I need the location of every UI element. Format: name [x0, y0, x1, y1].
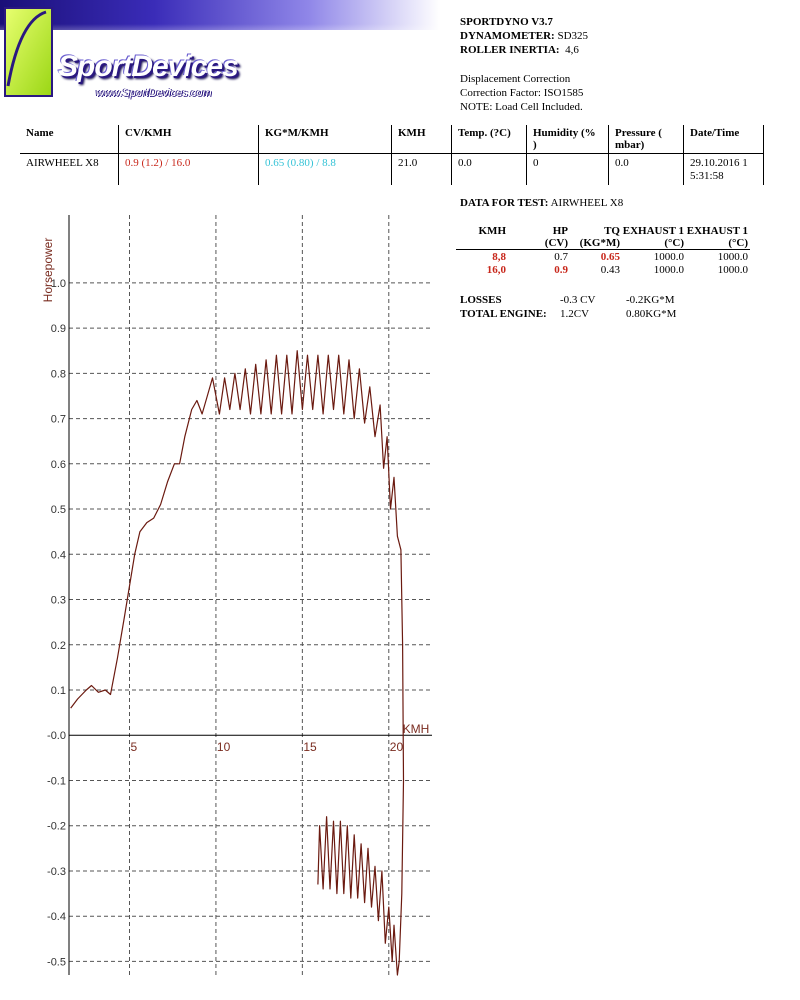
- cell-kmh: 21.0: [391, 153, 452, 185]
- cell-temp: 0.0: [451, 153, 527, 185]
- losses-kgm: -0.2KG*M: [626, 294, 675, 306]
- note-correction-factor: Correction Factor: ISO1585: [460, 87, 584, 99]
- logo-text: SportDevices: [58, 50, 239, 83]
- y-tick-label: 0.1: [51, 685, 66, 697]
- col-kmh: KMH: [391, 125, 452, 154]
- y-tick-label: -0.4: [47, 911, 66, 923]
- results-row: 16,0 0.9 0.43 1000.0 1000.0: [456, 263, 750, 276]
- y-tick-label: 0.2: [51, 640, 66, 652]
- x-tick-label: 20: [390, 740, 404, 754]
- y-tick-label: 0.5: [51, 504, 66, 516]
- dynamometer-label: DYNAMOMETER:: [460, 30, 555, 42]
- res-kmh: 16,0: [486, 264, 506, 276]
- software-label: SPORTDYNO V3.7: [460, 16, 553, 28]
- total-engine-kgm: 0.80KG*M: [626, 308, 677, 320]
- dynamometer-value: SD325: [557, 30, 589, 42]
- res-tq: 0.65: [600, 251, 620, 263]
- inertia-value: 4,6: [565, 44, 579, 56]
- summary-table: Name CV/KMH KG*M/KMH KMH Temp. (?C) Humi…: [20, 125, 764, 185]
- y-tick-label: 0.6: [51, 459, 66, 471]
- results-header-row-1: KMH HP TQ EXHAUST 1 EXHAUST 1: [456, 225, 750, 237]
- y-tick-label: 0.9: [51, 323, 66, 335]
- x-tick-label: 5: [131, 740, 138, 754]
- res-unit-exhaust1: (°C): [622, 237, 686, 250]
- results-row: 8,8 0.7 0.65 1000.0 1000.0: [456, 250, 750, 264]
- res-exhaust1: 1000.0: [653, 251, 684, 263]
- losses-block: LOSSES -0.3 CV -0.2KG*M TOTAL ENGINE: 1.2CV…: [460, 293, 676, 321]
- x-tick-label: 10: [217, 740, 231, 754]
- dyno-header: SPORTDYNO V3.7 DYNAMOMETER: SD325 ROLLER…: [460, 15, 588, 57]
- res-col-tq: TQ: [604, 225, 620, 237]
- data-for-test: DATA FOR TEST: AIRWHEEL X8: [460, 197, 623, 209]
- logo-background: [0, 0, 440, 97]
- summary-data-row: AIRWHEEL X8 0.9 (1.2) / 16.0 0.65 (0.80)…: [20, 153, 764, 185]
- res-exhaust2: 1000.0: [717, 264, 748, 276]
- logo-banner: SportDevices www.SportDevices.com: [0, 0, 440, 120]
- cell-cv-kmh: 0.9 (1.2) / 16.0: [118, 153, 259, 185]
- total-engine-label: TOTAL ENGINE:: [460, 308, 547, 320]
- res-exhaust1: 1000.0: [653, 264, 684, 276]
- total-engine-cv: 1.2CV: [560, 308, 590, 320]
- res-unit-tq: (KG*M): [570, 237, 622, 250]
- x-tick-label: 15: [303, 740, 317, 754]
- res-col-exhaust1: EXHAUST 1: [622, 225, 684, 237]
- y-tick-label: 0.3: [51, 595, 66, 607]
- data-for-test-name: AIRWHEEL X8: [550, 197, 624, 209]
- inertia-label: ROLLER INERTIA:: [460, 44, 560, 56]
- data-for-test-label: DATA FOR TEST:: [460, 197, 549, 209]
- y-axis-label: Horsepower: [41, 238, 55, 303]
- cell-name: AIRWHEEL X8: [20, 153, 119, 185]
- y-tick-label: 0.8: [51, 368, 66, 380]
- losses-label: LOSSES: [460, 294, 502, 306]
- y-tick-label: -0.5: [47, 956, 66, 968]
- cell-pressure: 0.0: [608, 153, 684, 185]
- col-humidity: Humidity (%): [526, 125, 609, 154]
- results-header-row-2: (CV) (KG*M) (°C) (°C): [456, 237, 750, 250]
- col-temp: Temp. (?C): [451, 125, 527, 154]
- res-col-hp: HP: [552, 225, 568, 237]
- y-tick-label: -0.1: [47, 775, 66, 787]
- horsepower-chart: 1.0 0.9 0.8 0.7 0.6 0.5 0.4 0.3 0.2 0.1 -0.0 -0.1 -0…: [41, 215, 432, 976]
- res-col-kmh: KMH: [478, 225, 507, 237]
- col-cv-kmh: CV/KMH: [118, 125, 259, 154]
- res-exhaust2: 1000.0: [717, 251, 748, 263]
- note-displacement: Displacement Correction: [460, 73, 571, 85]
- y-tick-label: -0.0: [47, 730, 66, 742]
- res-hp: 0.9: [554, 264, 568, 276]
- note-load-cell: NOTE: Load Cell Included.: [460, 101, 583, 113]
- y-tick-label: 0.4: [51, 549, 66, 561]
- res-tq: 0.43: [600, 264, 620, 276]
- col-pressure: Pressure (mbar): [608, 125, 684, 154]
- cell-kgm-kmh: 0.65 (0.80) / 8.8: [258, 153, 392, 185]
- correction-notes: Displacement Correction Correction Facto…: [460, 72, 583, 114]
- res-col-exhaust2: EXHAUST 1: [686, 225, 748, 237]
- y-tick-label: -0.3: [47, 866, 66, 878]
- col-kgm-kmh: KG*M/KMH: [258, 125, 392, 154]
- y-tick-label: 1.0: [51, 278, 66, 290]
- test-results-table: KMH HP TQ EXHAUST 1 EXHAUST 1 (CV) (KG*M…: [456, 225, 750, 276]
- summary-header-row: Name CV/KMH KG*M/KMH KMH Temp. (?C) Humi…: [20, 125, 764, 154]
- res-unit-kmh: [456, 237, 508, 250]
- res-hp: 0.7: [554, 251, 568, 263]
- res-unit-exhaust2: (°C): [686, 237, 750, 250]
- losses-cv: -0.3 CV: [560, 294, 596, 306]
- col-datetime: Date/Time: [683, 125, 764, 154]
- x-axis-label: KMH: [403, 722, 430, 736]
- y-tick-label: -0.2: [47, 821, 66, 833]
- cell-datetime: 29.10.2016 1 5:31:58: [683, 153, 764, 185]
- logo-url: www.SportDevices.com: [96, 87, 212, 99]
- y-tick-label: 0.7: [51, 414, 66, 426]
- col-name: Name: [20, 125, 119, 154]
- res-kmh: 8,8: [492, 251, 506, 263]
- cell-humidity: 0: [526, 153, 609, 185]
- res-unit-hp: (CV): [508, 237, 570, 250]
- horsepower-curve: [70, 350, 405, 976]
